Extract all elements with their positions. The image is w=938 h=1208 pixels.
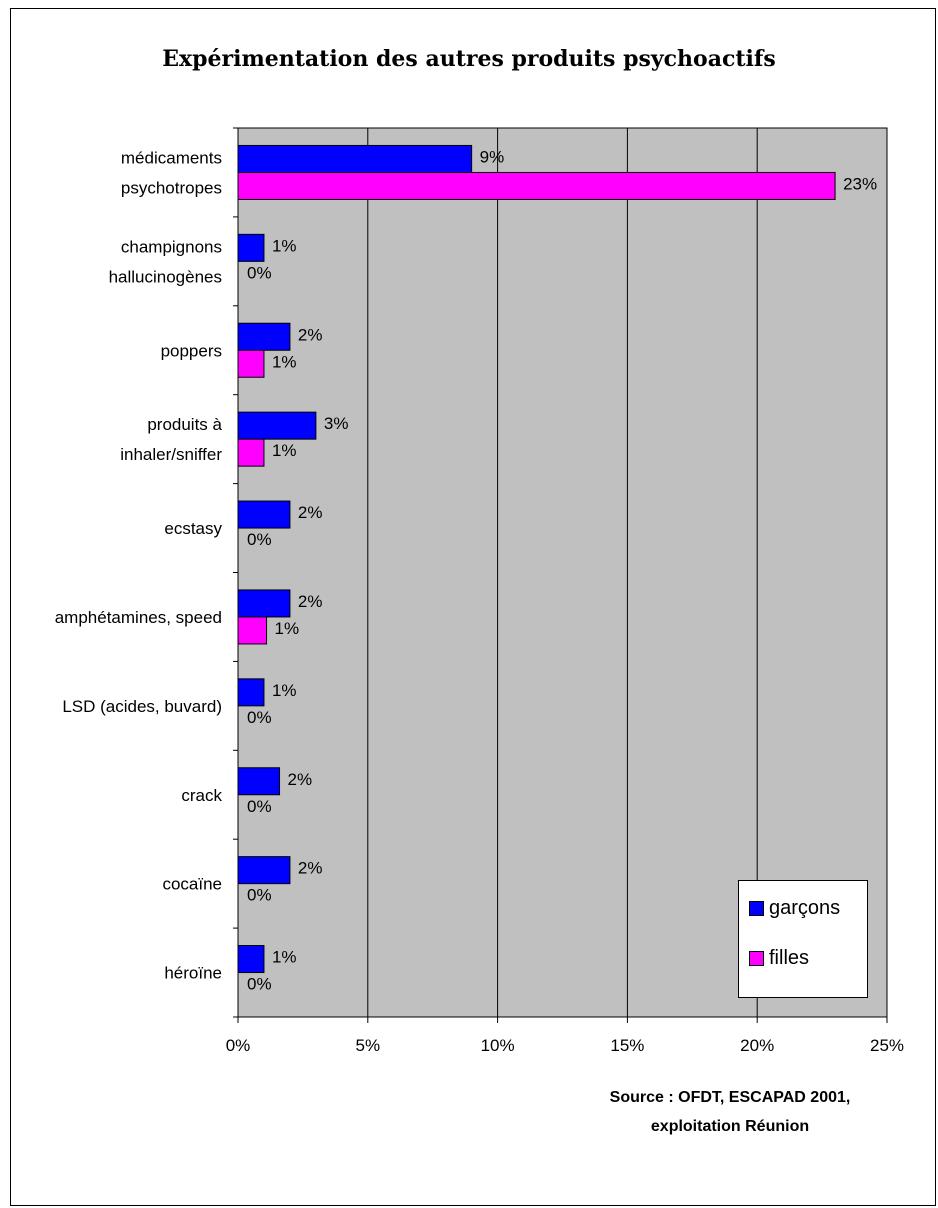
- legend-label-garcons: garçons: [769, 897, 841, 919]
- category-label-7-0: crack: [181, 786, 222, 805]
- bar-garçons-6: [237, 678, 265, 707]
- data-label-garçons-1: 1%: [272, 236, 297, 255]
- legend-label-filles: filles: [769, 947, 810, 969]
- bar-filles-0: [237, 171, 836, 200]
- data-label-garçons-0: 9%: [480, 147, 505, 166]
- data-label-filles-1: 0%: [247, 263, 272, 282]
- source-line-2: exploitation Réunion: [650, 1118, 810, 1135]
- data-label-filles-6: 0%: [247, 708, 272, 727]
- plot-area: [237, 127, 888, 1018]
- x-tick-label-25: 25%: [870, 1036, 904, 1055]
- data-label-filles-8: 0%: [247, 886, 272, 905]
- source-line-1: Source : OFDT, ESCAPAD 2001,: [609, 1089, 851, 1106]
- category-label-2-0: poppers: [161, 341, 222, 360]
- chart-title: Expérimentation des autres produits psyc…: [162, 46, 776, 72]
- data-label-filles-2: 1%: [272, 352, 297, 371]
- chart-legend: garçons filles: [738, 880, 868, 998]
- bar-garçons-2: [237, 322, 291, 351]
- data-label-filles-3: 1%: [272, 441, 297, 460]
- bar-garçons-5: [237, 589, 291, 618]
- bar-garçons-4: [237, 500, 291, 529]
- category-label-0-1: psychotropes: [121, 178, 222, 197]
- bar-garçons-7: [237, 767, 281, 796]
- bar-filles-2: [237, 349, 265, 378]
- category-label-6-0: LSD (acides, buvard): [62, 697, 222, 716]
- data-label-filles-5: 1%: [275, 619, 300, 638]
- bar-garçons-1: [237, 233, 265, 262]
- data-label-garçons-6: 1%: [272, 681, 297, 700]
- data-label-garçons-2: 2%: [298, 325, 323, 344]
- category-label-1-1: hallucinogènes: [109, 267, 222, 286]
- data-label-filles-9: 0%: [247, 975, 272, 994]
- bar-filles-3: [237, 438, 265, 467]
- data-label-garçons-7: 2%: [288, 770, 313, 789]
- category-label-8-0: cocaïne: [162, 875, 222, 894]
- data-label-garçons-9: 1%: [272, 948, 297, 967]
- legend-item-garcons: garçons: [749, 897, 840, 920]
- category-label-9-0: héroïne: [164, 964, 222, 983]
- bar-garçons-9: [237, 945, 265, 974]
- bar-garçons-3: [237, 411, 317, 440]
- legend-swatch-garcons: [749, 901, 764, 916]
- bar-garçons-8: [237, 856, 291, 885]
- category-label-4-0: ecstasy: [164, 519, 222, 538]
- data-label-garçons-3: 3%: [324, 414, 349, 433]
- data-label-garçons-5: 2%: [298, 592, 323, 611]
- source-note: Source : OFDT, ESCAPAD 2001, exploitatio…: [540, 1083, 920, 1141]
- data-label-garçons-8: 2%: [298, 859, 323, 878]
- x-tick-label-20: 20%: [740, 1036, 774, 1055]
- category-label-0-0: médicaments: [121, 148, 222, 167]
- category-label-1-0: champignons: [121, 237, 222, 256]
- category-label-5-0: amphétamines, speed: [55, 608, 222, 627]
- category-label-3-1: inhaler/sniffer: [120, 445, 222, 464]
- data-label-filles-7: 0%: [247, 797, 272, 816]
- bar-garçons-0: [237, 144, 473, 173]
- x-tick-label-0: 0%: [226, 1036, 251, 1055]
- bar-filles-5: [237, 616, 268, 645]
- legend-item-filles: filles: [749, 947, 809, 970]
- x-tick-label-5: 5%: [356, 1036, 381, 1055]
- x-tick-label-10: 10%: [481, 1036, 515, 1055]
- legend-swatch-filles: [749, 951, 764, 966]
- data-label-garçons-4: 2%: [298, 503, 323, 522]
- data-label-filles-0: 23%: [843, 174, 877, 193]
- x-tick-label-15: 15%: [610, 1036, 644, 1055]
- data-label-filles-4: 0%: [247, 530, 272, 549]
- category-label-3-0: produits à: [147, 415, 222, 434]
